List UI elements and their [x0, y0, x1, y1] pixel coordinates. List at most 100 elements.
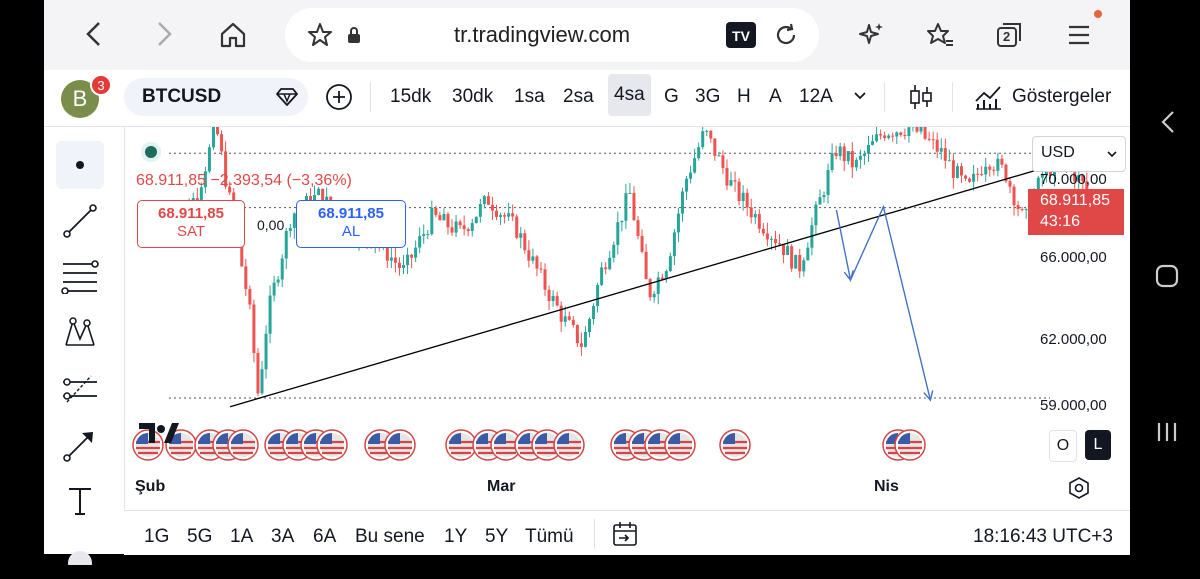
event-flag-icon[interactable]	[317, 430, 347, 460]
crosshair-tool[interactable]	[56, 141, 104, 189]
candle-body	[871, 141, 874, 145]
candle-body	[790, 246, 793, 268]
range-ytd[interactable]: Bu sene	[355, 526, 425, 548]
nav-back-icon[interactable]	[1156, 107, 1180, 137]
range-5d[interactable]: 5G	[187, 526, 212, 548]
nav-recents-icon[interactable]	[1153, 418, 1181, 446]
candle-body	[948, 160, 951, 161]
clock: 18:16:43 UTC+3	[973, 526, 1113, 548]
chevron-down-icon[interactable]	[850, 86, 870, 106]
text-tool[interactable]	[56, 477, 104, 525]
candle-body	[430, 208, 433, 234]
candle-body	[519, 233, 522, 237]
bookmark-star-icon[interactable]	[305, 20, 335, 50]
event-flag-icon[interactable]	[720, 430, 750, 460]
interval-1w[interactable]: H	[737, 86, 751, 108]
candle-body	[572, 320, 575, 325]
sell-label: SAT	[138, 223, 244, 240]
candle-body	[649, 279, 652, 297]
candle-body	[418, 236, 421, 248]
event-flag-icon[interactable]	[446, 430, 476, 460]
bookmarks-icon[interactable]	[924, 20, 956, 50]
currency-select[interactable]: USD	[1032, 136, 1126, 172]
candle-body	[920, 127, 923, 132]
settings-icon[interactable]	[1066, 475, 1092, 501]
event-flag-icon[interactable]	[665, 430, 695, 460]
site-logo-icon: TV	[726, 20, 756, 50]
candle-body	[713, 138, 716, 155]
reload-icon[interactable]	[771, 20, 801, 50]
trendline	[230, 149, 1109, 407]
interval-30m[interactable]: 30dk	[452, 86, 493, 108]
event-flag-icon[interactable]	[554, 430, 584, 460]
app-screen: TV tr.tradingview.com 2 B 3 BTCUSD	[44, 0, 1130, 554]
forecast-tool[interactable]	[56, 365, 104, 413]
candle-body	[924, 127, 927, 139]
event-flag-icon[interactable]	[228, 430, 258, 460]
interval-2h[interactable]: 2sa	[563, 86, 594, 108]
goto-date-icon[interactable]	[610, 519, 640, 549]
candle-body	[406, 255, 409, 265]
event-flag-icon[interactable]	[385, 430, 415, 460]
candle-body	[548, 290, 551, 301]
candle-body	[697, 147, 700, 158]
symbol-search[interactable]: BTCUSD	[124, 78, 308, 116]
indicators-icon[interactable]	[972, 82, 1004, 112]
interval-1m[interactable]: A	[769, 86, 782, 108]
more-tools[interactable]	[56, 531, 104, 579]
candle-body	[705, 131, 708, 132]
buy-price: 68.911,85	[297, 205, 405, 222]
candle-body	[766, 233, 769, 239]
buy-button[interactable]: 68.911,85 AL	[296, 200, 406, 248]
url-text[interactable]: tr.tradingview.com	[454, 22, 630, 48]
home-icon[interactable]	[216, 18, 250, 52]
event-flag-icon[interactable]	[133, 430, 163, 460]
candle-body	[887, 136, 890, 138]
range-5y[interactable]: 5Y	[485, 526, 508, 548]
system-nav-bar	[1130, 0, 1200, 554]
interval-1d[interactable]: G	[664, 86, 679, 108]
notification-dot	[1094, 10, 1102, 18]
nav-home-icon[interactable]	[1153, 262, 1181, 290]
sell-button[interactable]: 68.911,85 SAT	[137, 200, 245, 248]
candle-body	[1021, 209, 1024, 210]
auto-scale-button[interactable]: O	[1049, 430, 1077, 462]
price-label: 70.000,00	[1040, 171, 1107, 188]
candle-body	[673, 232, 676, 256]
candle-body	[960, 166, 963, 176]
range-6m[interactable]: 6A	[313, 526, 336, 548]
candle-body	[455, 222, 458, 233]
arrow-tool[interactable]	[56, 421, 104, 469]
range-1d[interactable]: 1G	[144, 526, 169, 548]
event-flag-icon[interactable]	[895, 430, 925, 460]
range-all[interactable]: Tümü	[525, 526, 574, 548]
interval-12m[interactable]: 12A	[799, 86, 833, 108]
buy-label: AL	[297, 223, 405, 240]
ai-sparkle-icon[interactable]	[856, 20, 886, 50]
candle-body	[459, 222, 462, 226]
currency-label: USD	[1041, 144, 1075, 162]
range-1m[interactable]: 1A	[230, 526, 253, 548]
forward-icon[interactable]	[148, 18, 180, 50]
candle-body	[1017, 205, 1020, 209]
interval-15m[interactable]: 15dk	[390, 86, 431, 108]
pattern-tool[interactable]	[56, 309, 104, 357]
fib-retracement-tool[interactable]	[56, 253, 104, 301]
compare-add-icon[interactable]	[324, 82, 354, 112]
range-3m[interactable]: 3A	[271, 526, 294, 548]
candle-body	[600, 267, 603, 285]
range-1y[interactable]: 1Y	[444, 526, 467, 548]
candle-body	[260, 369, 263, 393]
tabs-icon[interactable]: 2	[994, 20, 1024, 50]
candles-icon[interactable]	[906, 82, 936, 112]
interval-3d[interactable]: 3G	[695, 86, 720, 108]
trendline-tool[interactable]	[56, 197, 104, 245]
log-scale-button[interactable]: L	[1085, 430, 1111, 460]
candle-body	[863, 154, 866, 156]
candle-body	[265, 334, 268, 369]
interval-4h[interactable]: 4sa	[608, 74, 651, 116]
indicators-button[interactable]: Göstergeler	[1012, 86, 1111, 108]
interval-1h[interactable]: 1sa	[514, 86, 545, 108]
menu-icon[interactable]	[1064, 20, 1094, 50]
back-icon[interactable]	[78, 18, 110, 50]
